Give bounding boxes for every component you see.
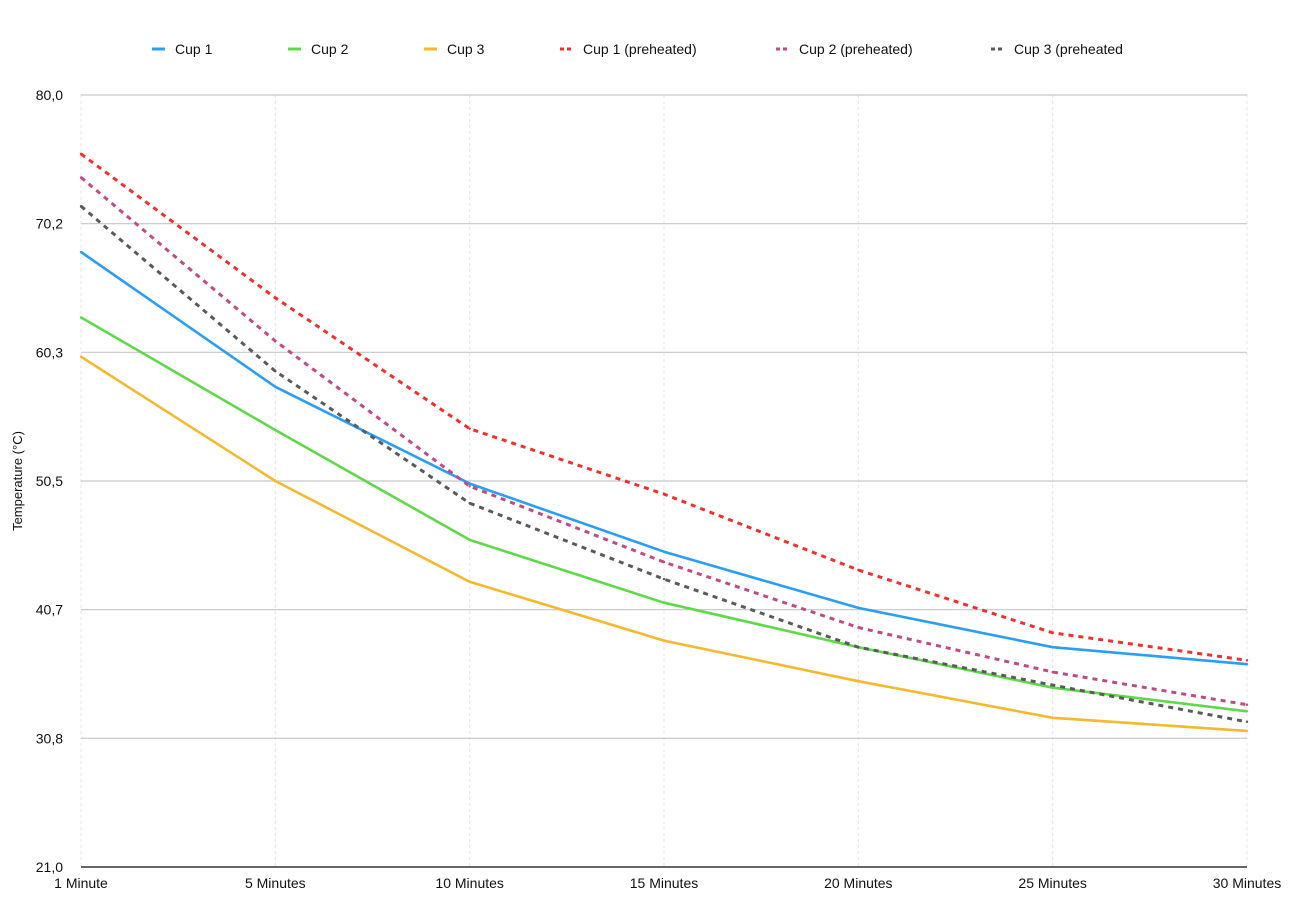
series-lines: [79, 152, 1249, 733]
data-point: [1051, 716, 1054, 720]
data-point: [274, 428, 277, 432]
x-tick-label: 25 Minutes: [1018, 875, 1086, 891]
y-tick-label: 80,0: [36, 87, 63, 103]
series-line: [80, 316, 1248, 713]
data-point: [662, 601, 666, 604]
data-point: [1245, 720, 1249, 723]
data-point: [662, 639, 666, 642]
x-tick-label: 1 Minute: [54, 875, 108, 891]
data-point: [79, 205, 83, 208]
data-point: [1245, 703, 1249, 706]
data-point: [468, 427, 471, 430]
data-point: [79, 316, 83, 319]
data-point: [1245, 710, 1249, 713]
legend-label: Cup 1 (preheated): [583, 41, 697, 57]
data-point: [468, 538, 471, 542]
data-point: [857, 679, 860, 683]
data-point: [1245, 729, 1249, 733]
y-tick-label: 70,2: [36, 216, 63, 232]
x-tick-label: 15 Minutes: [630, 875, 698, 891]
data-point: [79, 176, 83, 179]
data-point: [662, 560, 666, 564]
data-point: [274, 479, 277, 483]
x-tick-label: 20 Minutes: [824, 875, 892, 891]
data-point: [1245, 662, 1249, 666]
data-point: [857, 645, 860, 649]
legend-item: Cup 3: [424, 41, 485, 57]
legend-item: Cup 1: [152, 41, 213, 57]
x-tick-label: 30 Minutes: [1213, 875, 1281, 891]
legend: Cup 1 Cup 2 Cup 3 Cup 1 (preheated) Cup 2 (p…: [152, 41, 1123, 57]
data-point: [857, 568, 860, 572]
legend-label: Cup 1: [175, 41, 213, 57]
data-point: [274, 369, 277, 373]
data-point: [274, 296, 277, 300]
axes: 21,0 30,8 40,7 50,5 60,3 70,2 80,0 1 Minute 5 Mi…: [36, 87, 1281, 891]
y-tick-label: 40,7: [36, 602, 63, 618]
y-tick-label: 50,5: [36, 473, 63, 489]
y-tick-label: 60,3: [36, 344, 63, 360]
data-point: [468, 502, 471, 505]
series-group: [79, 355, 1249, 733]
legend-item: Cup 1 (preheated): [560, 41, 697, 57]
legend-item: Cup 2 (preheated): [776, 41, 913, 57]
series-line: [80, 355, 1248, 733]
data-point: [468, 580, 471, 583]
data-point: [274, 339, 277, 343]
grid: [80, 94, 1248, 867]
x-tick-label: 10 Minutes: [435, 875, 503, 891]
data-point: [662, 577, 666, 581]
y-tick-label: 21,0: [36, 859, 63, 875]
legend-label: Cup 3 (preheated: [1014, 41, 1123, 57]
data-point: [79, 355, 83, 358]
data-point: [1051, 631, 1054, 634]
data-point: [1051, 683, 1054, 687]
series-group: [79, 205, 1249, 724]
series-group: [79, 152, 1249, 662]
data-point: [1051, 686, 1054, 689]
data-point: [857, 606, 860, 610]
legend-label: Cup 3: [447, 41, 485, 57]
data-point: [1051, 670, 1054, 674]
x-tick-label: 5 Minutes: [245, 875, 306, 891]
legend-label: Cup 2 (preheated): [799, 41, 913, 57]
data-point: [274, 385, 277, 388]
data-point: [662, 550, 666, 553]
data-point: [1245, 659, 1249, 662]
y-axis-label: Temperature (°C): [10, 431, 25, 531]
legend-item: Cup 3 (preheated: [991, 41, 1123, 57]
legend-item: Cup 2: [288, 41, 349, 57]
series-group: [79, 176, 1249, 707]
y-tick-label: 30,8: [36, 730, 63, 746]
data-point: [1051, 645, 1054, 649]
data-point: [468, 485, 471, 488]
data-point: [662, 492, 666, 496]
data-point: [79, 152, 83, 156]
data-point: [79, 250, 83, 254]
legend-label: Cup 2: [311, 41, 349, 57]
data-point: [857, 626, 860, 629]
